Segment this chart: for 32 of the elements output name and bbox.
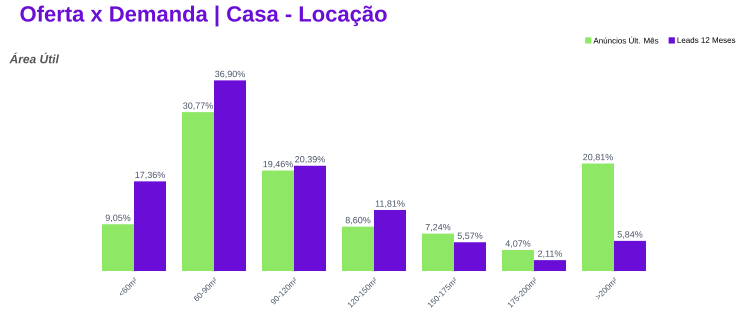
data-label: 19,46%: [263, 160, 293, 168]
legend-label: Leads 12 Meses: [678, 37, 736, 43]
data-label: 17,36%: [135, 172, 165, 180]
data-label: 9,05%: [106, 214, 130, 222]
bar: [454, 242, 486, 271]
chart-subtitle: Área Útil: [9, 52, 60, 64]
bar: [294, 166, 326, 271]
bar: [134, 181, 166, 271]
data-label: 20,81%: [583, 154, 613, 162]
data-label: 5,57%: [458, 232, 482, 240]
data-label: 2,11%: [538, 250, 562, 258]
bar: [422, 234, 454, 271]
data-label: 20,39%: [295, 156, 325, 164]
chart-title: Oferta x Demanda | Casa - Locação: [20, 6, 387, 26]
bar: [262, 170, 294, 271]
data-label: 30,77%: [183, 102, 213, 110]
legend-label: Anúncios Últ. Mês: [593, 36, 658, 44]
bar: [614, 240, 646, 271]
data-label: 4,07%: [505, 240, 530, 248]
bar: [374, 210, 406, 271]
data-label: 11,81%: [376, 200, 405, 208]
bar: [214, 80, 246, 271]
data-label: 8,60%: [346, 216, 370, 224]
bar: [534, 260, 566, 271]
data-label: 5,84%: [618, 231, 642, 239]
data-label: 7,24%: [426, 224, 450, 232]
bar: [502, 250, 534, 271]
bar: [582, 164, 614, 271]
bar: [342, 226, 374, 271]
bar: [182, 112, 214, 271]
data-label: 36,90%: [215, 70, 245, 78]
bar: [102, 224, 134, 271]
